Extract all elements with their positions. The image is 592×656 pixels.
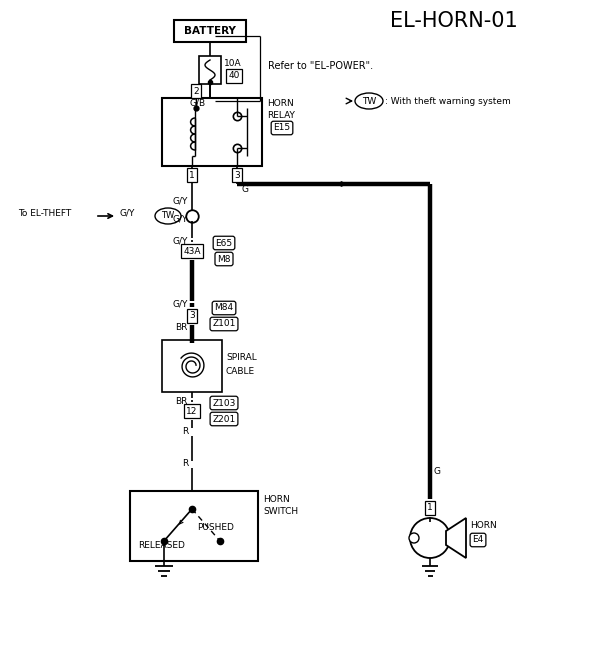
Text: M84: M84 <box>214 304 234 312</box>
Bar <box>130 491 258 561</box>
Text: HORN: HORN <box>470 522 497 531</box>
Ellipse shape <box>155 208 181 224</box>
Text: : With theft warning system: : With theft warning system <box>385 96 511 106</box>
Text: RELEASED: RELEASED <box>138 541 185 550</box>
Text: G/Y: G/Y <box>173 237 188 245</box>
Text: G: G <box>241 184 248 194</box>
Text: PUSHED: PUSHED <box>197 522 234 531</box>
Bar <box>199 56 221 84</box>
Text: Z201: Z201 <box>213 415 236 424</box>
Text: G: G <box>434 466 441 476</box>
Text: 3: 3 <box>234 171 240 180</box>
Circle shape <box>410 518 450 558</box>
Text: G/Y: G/Y <box>173 300 188 308</box>
Text: Z103: Z103 <box>213 398 236 407</box>
Text: CABLE: CABLE <box>226 367 255 375</box>
Text: 12: 12 <box>186 407 198 415</box>
Text: RELAY: RELAY <box>267 110 295 119</box>
Text: Z101: Z101 <box>213 319 236 329</box>
Text: Refer to "EL-POWER".: Refer to "EL-POWER". <box>268 61 373 71</box>
Text: HORN: HORN <box>263 495 289 504</box>
Text: SWITCH: SWITCH <box>263 506 298 516</box>
Text: TW: TW <box>362 96 376 106</box>
Bar <box>162 340 222 392</box>
Text: E65: E65 <box>215 239 233 247</box>
Text: 1: 1 <box>427 504 433 512</box>
Text: TW: TW <box>162 211 175 220</box>
Text: BR: BR <box>176 396 188 405</box>
Ellipse shape <box>355 93 383 109</box>
Text: R: R <box>182 459 188 468</box>
Text: E4: E4 <box>472 535 484 544</box>
Text: SPIRAL: SPIRAL <box>226 354 257 363</box>
Text: G/Y: G/Y <box>173 197 188 205</box>
Text: 3: 3 <box>189 312 195 321</box>
Text: G/B: G/B <box>190 98 206 108</box>
Polygon shape <box>446 518 466 558</box>
Bar <box>174 20 246 42</box>
Text: BATTERY: BATTERY <box>184 26 236 36</box>
Text: To EL-THEFT: To EL-THEFT <box>18 209 71 218</box>
Text: G/Y: G/Y <box>119 209 134 218</box>
Text: 40: 40 <box>229 72 240 81</box>
Circle shape <box>409 533 419 543</box>
Text: G/Y: G/Y <box>173 215 188 224</box>
Bar <box>162 98 262 166</box>
Text: E15: E15 <box>274 123 291 133</box>
Text: 1: 1 <box>189 171 195 180</box>
Text: 2: 2 <box>193 87 199 96</box>
Text: 10A: 10A <box>224 58 242 68</box>
Text: R: R <box>182 426 188 436</box>
Text: 43A: 43A <box>184 247 201 255</box>
Text: M8: M8 <box>217 255 231 264</box>
Text: EL-HORN-01: EL-HORN-01 <box>390 11 518 31</box>
Text: HORN: HORN <box>267 98 294 108</box>
Text: BR: BR <box>176 323 188 333</box>
